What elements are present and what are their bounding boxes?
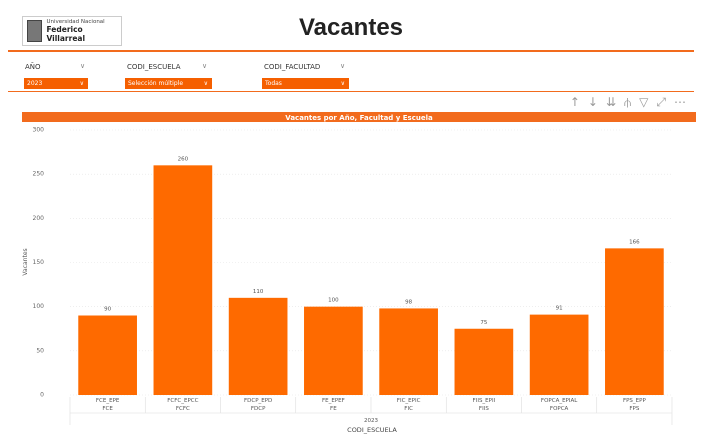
y-tick-label: 100: [33, 303, 45, 310]
chart: Vacantes por Año, Facultad y Escuela Vac…: [22, 112, 696, 434]
logo-text: Universidad Nacional Federico Villarreal: [46, 19, 121, 43]
filter-label: CODI_ESCUELA: [127, 63, 181, 71]
x-axis-title: CODI_ESCUELA: [347, 426, 397, 434]
x-parent-label: FCFC: [176, 406, 190, 412]
visual-toolbar[interactable]: ↑↓⇊⫛▽⤢⋯: [569, 95, 694, 109]
bar: [153, 165, 213, 395]
x-tick-label: FIIS_EPII: [473, 398, 496, 404]
crest: [27, 20, 43, 42]
filter-label: AÑO: [25, 63, 41, 71]
filter-dropdown[interactable]: Selección múltiple ∨: [125, 78, 212, 89]
chart-title-bar: [22, 112, 696, 122]
x-parent-label: FCE: [102, 406, 113, 412]
y-axis-title: Vacantes: [22, 248, 29, 275]
data-label: 260: [178, 156, 189, 162]
chart-title: Vacantes por Año, Facultad y Escuela: [285, 114, 433, 122]
filter-value: Todas: [265, 80, 282, 87]
logo: Universidad Nacional Federico Villarreal: [22, 16, 122, 46]
data-label: 91: [556, 306, 563, 312]
x-group-label: 2023: [364, 418, 378, 424]
x-tick-label: FCE_EPE: [96, 398, 120, 404]
y-tick-label: 0: [40, 392, 44, 399]
x-tick-label: FPS_EPP: [623, 398, 647, 404]
filter-value: 2023: [27, 80, 43, 87]
data-label: 75: [480, 320, 487, 326]
data-label: 100: [328, 298, 339, 304]
page-title: Vacantes: [298, 14, 404, 41]
y-tick-label: 50: [36, 347, 44, 354]
y-tick-label: 250: [33, 171, 45, 178]
bar: [78, 315, 137, 395]
data-label: 98: [405, 299, 412, 305]
bar: [379, 308, 438, 395]
x-tick-label: FE_EPEF: [322, 398, 345, 404]
x-parent-label: FIC: [404, 406, 413, 412]
bar: [304, 306, 363, 395]
x-parent-label: FOPCA: [550, 406, 569, 412]
data-label: 90: [104, 307, 111, 313]
x-tick-label: FIC_EPIC: [397, 398, 421, 404]
x-tick-label: FOPCA_EPIAL: [541, 398, 578, 404]
y-tick-label: 300: [33, 127, 45, 134]
logo-line2: Federico Villarreal: [46, 25, 86, 43]
x-parent-label: FDCP: [251, 406, 266, 412]
filter-value: Selección múltiple: [128, 80, 184, 87]
bar: [228, 297, 288, 395]
data-label: 166: [629, 239, 640, 245]
collapse-icon[interactable]: ∨: [202, 62, 208, 70]
filter-dropdown[interactable]: Todas ∨: [262, 78, 349, 89]
collapse-icon[interactable]: ∨: [80, 62, 86, 70]
filter-label: CODI_FACULTAD: [264, 63, 321, 71]
x-parent-label: FPS: [629, 406, 639, 412]
divider: [8, 91, 694, 92]
bar: [454, 328, 514, 395]
data-label: 110: [253, 289, 264, 295]
bar: [605, 248, 664, 395]
x-parent-label: FIIS: [479, 406, 489, 412]
divider: [8, 50, 694, 52]
filter-dropdown[interactable]: 2023 ∨: [24, 78, 88, 89]
x-parent-label: FE: [330, 406, 337, 412]
bar: [529, 314, 589, 395]
collapse-icon[interactable]: ∨: [340, 62, 346, 70]
y-tick-label: 200: [33, 215, 45, 222]
x-tick-label: FCFC_EPCC: [167, 398, 198, 404]
y-tick-label: 150: [33, 259, 45, 266]
x-tick-label: FDCP_EPD: [244, 398, 272, 404]
logo-line1: Universidad Nacional: [46, 19, 105, 25]
